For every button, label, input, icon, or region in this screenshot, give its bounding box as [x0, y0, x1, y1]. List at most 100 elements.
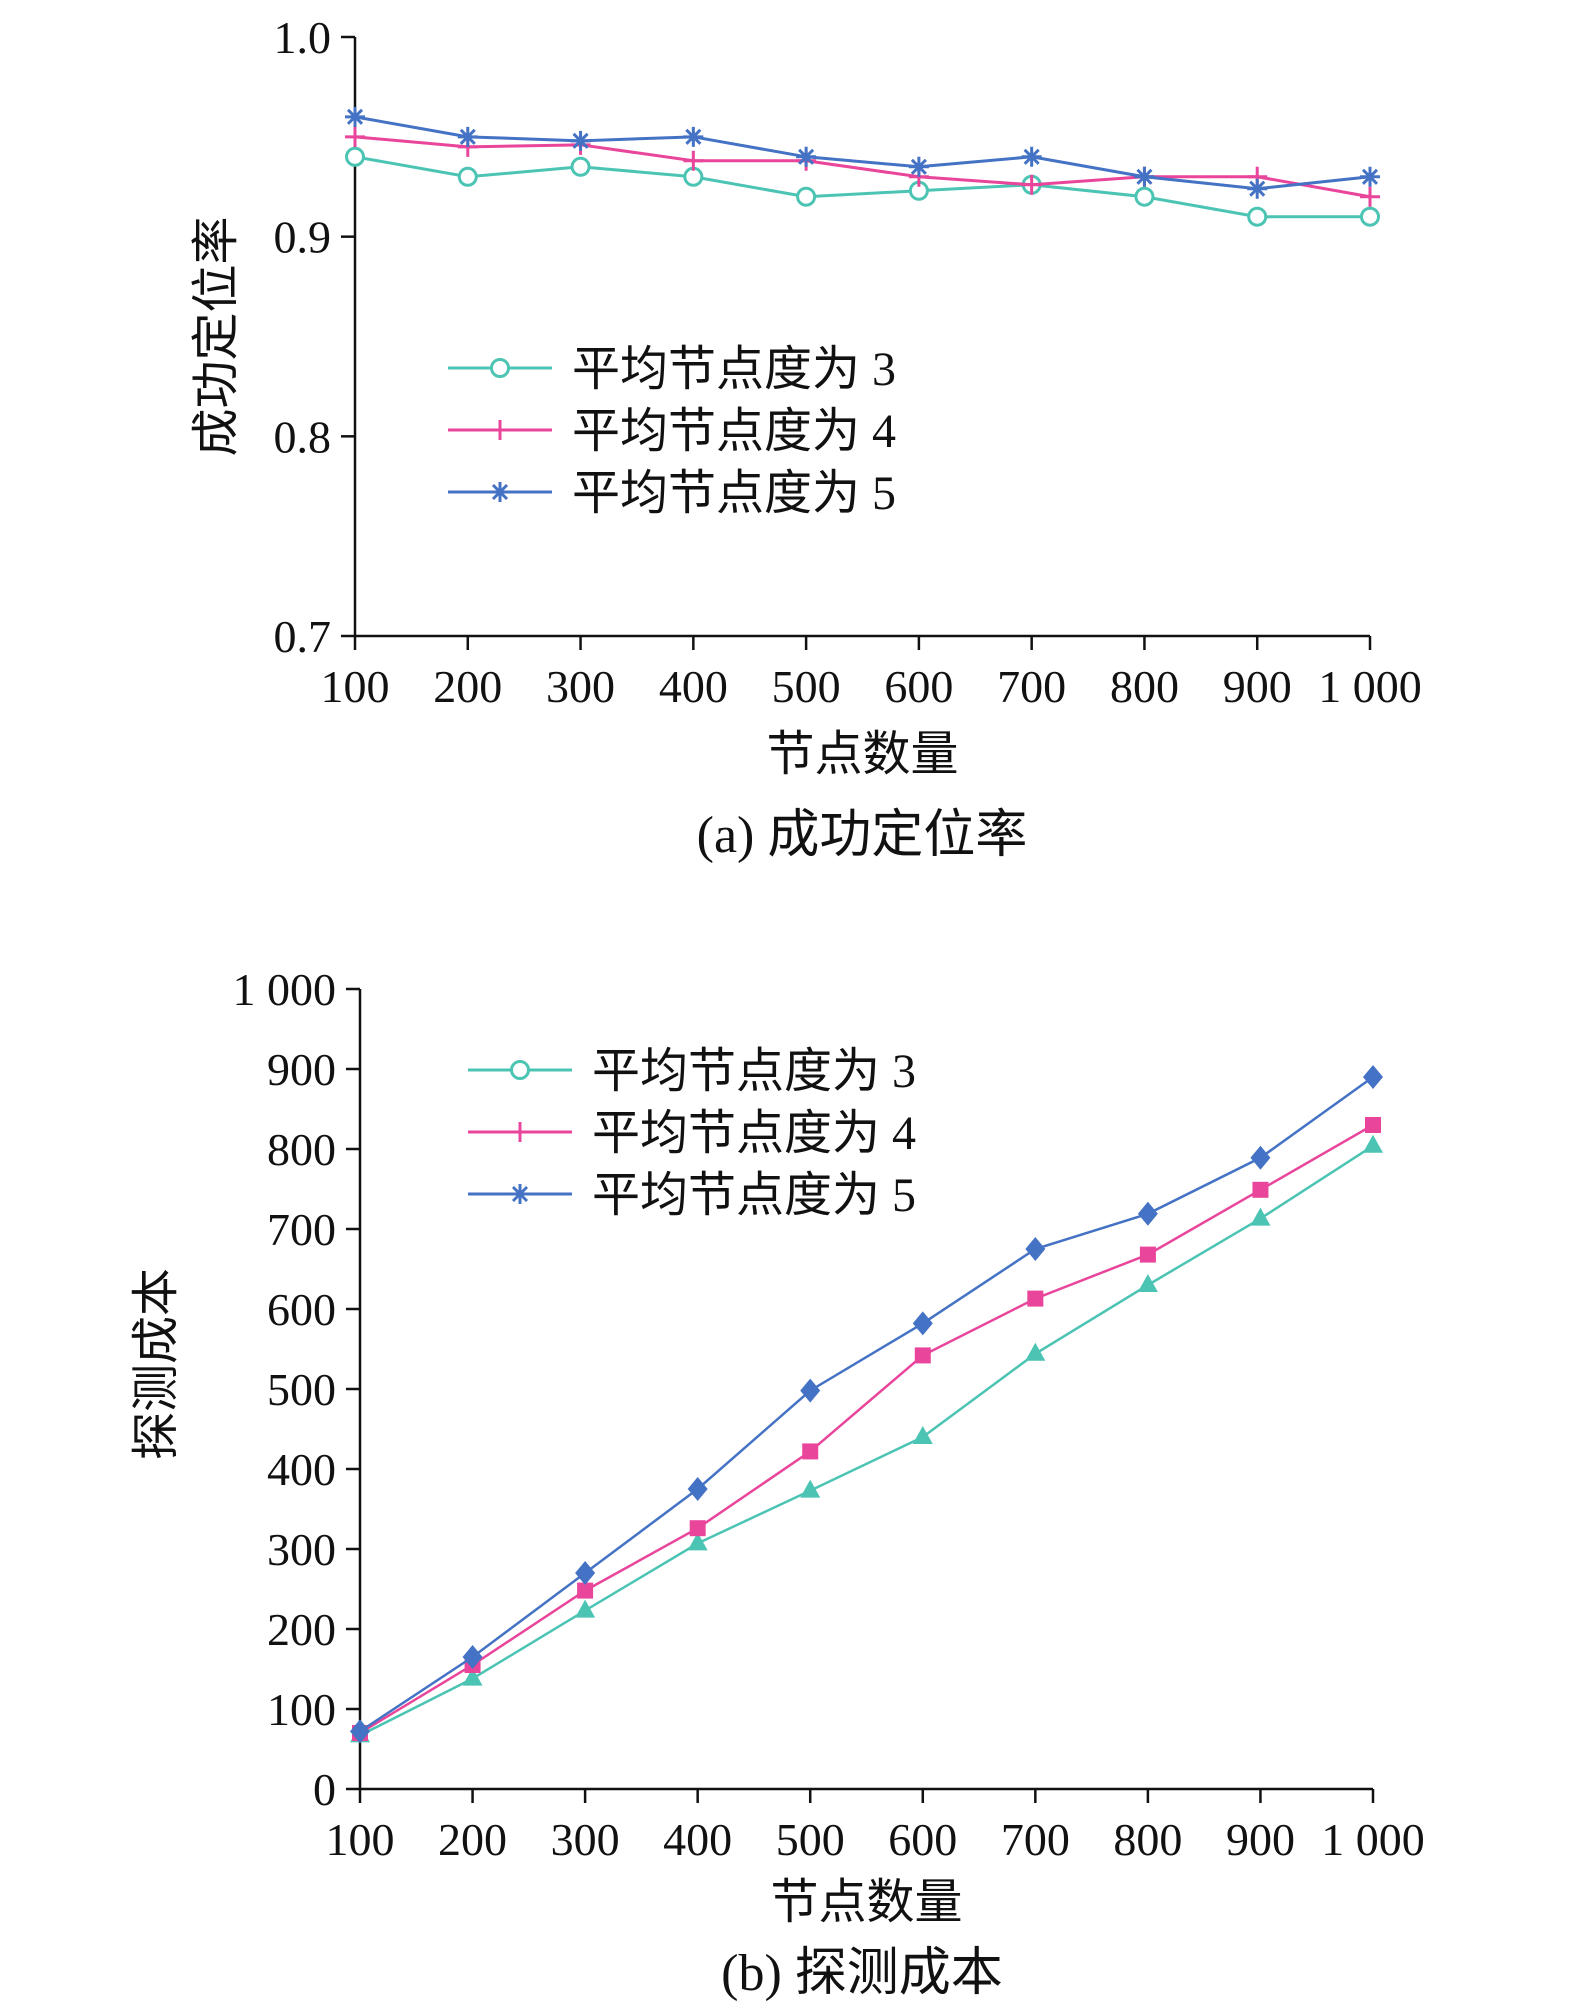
x-tick-label: 500: [772, 661, 841, 712]
series-line-2: [354, 135, 1371, 199]
legend-marker-1: [490, 358, 510, 378]
legend-label-3: 平均节点度为 5: [592, 1169, 916, 1222]
x-tick-label: 400: [663, 1814, 732, 1865]
series-3-point: [1360, 166, 1380, 187]
legend-label-1: 平均节点度为 3: [572, 343, 896, 396]
series-2-point: [1360, 186, 1380, 207]
x-tick-label: 900: [1226, 1814, 1295, 1865]
series-line-3: [359, 1075, 1374, 1733]
y-tick-label: 700: [267, 1204, 336, 1255]
series-1-point: [462, 1667, 483, 1686]
series-2-point: [914, 1347, 931, 1364]
y-tick-label: 0: [313, 1764, 336, 1815]
series-3-point: [345, 106, 365, 127]
series-line-1: [359, 1144, 1374, 1737]
chart-success-rate: 0.7 0.8 0.9 1.0 100 200 300 400 500 600 700 800 900 1…: [190, 12, 1422, 864]
series-1-point: [1025, 1342, 1046, 1361]
series-3-point: [1250, 1145, 1271, 1170]
legend-label-1: 平均节点度为 3: [592, 1045, 916, 1098]
series-2-point: [1027, 1290, 1044, 1307]
series-3-point: [570, 130, 591, 151]
series-2-point: [1139, 1246, 1156, 1263]
y-tick-label: 300: [267, 1524, 336, 1575]
y-tick-label: 0.9: [274, 212, 332, 263]
series-line-2: [359, 1123, 1374, 1735]
series-3-point: [462, 1645, 483, 1669]
series-1-point: [575, 1599, 596, 1618]
series-3-point: [457, 126, 478, 147]
x-tick-label: 300: [546, 661, 615, 712]
series-2-point: [1365, 1117, 1381, 1133]
x-tick-label: 200: [438, 1814, 507, 1865]
legend-marker-3: [510, 1184, 530, 1204]
legend-marker-2: [490, 420, 510, 440]
series-1-point: [570, 156, 591, 177]
series-2-point: [689, 1520, 706, 1537]
x-tick-label: 900: [1223, 661, 1292, 712]
series-2-point: [1021, 174, 1042, 195]
chart-caption: (b) 探测成本: [721, 1945, 1003, 2002]
y-tick-label: 800: [267, 1124, 336, 1175]
y-tick-label: 900: [267, 1044, 336, 1095]
x-axis-label: 节点数量: [770, 1876, 962, 1929]
series-line-1: [354, 155, 1370, 219]
x-tick-label: 600: [884, 661, 953, 712]
y-tick-label: 500: [267, 1364, 336, 1415]
series-1-point: [687, 1532, 708, 1551]
chart-caption: (a) 成功定位率: [697, 807, 1028, 864]
series-2-point: [345, 126, 365, 147]
series-3-point: [683, 126, 704, 147]
series-3-point: [1134, 166, 1155, 187]
series-3-point: [796, 146, 817, 167]
x-tick-label: 800: [1110, 661, 1179, 712]
x-tick-label: 700: [1001, 1814, 1070, 1865]
y-tick-label: 1.0: [274, 12, 332, 63]
y-tick-label: 400: [267, 1444, 336, 1495]
legend-marker-2: [510, 1122, 530, 1142]
series-3-point: [350, 1719, 370, 1744]
legend-label-3: 平均节点度为 5: [572, 467, 896, 520]
series-1-point: [457, 166, 478, 187]
y-tick-label: 200: [267, 1604, 336, 1655]
series-3-point: [575, 1561, 596, 1585]
y-tick-label: 0.8: [274, 411, 332, 462]
series-1-point: [1137, 1274, 1158, 1292]
y-axis-label: 探测成本: [130, 1268, 183, 1460]
legend-marker-3: [490, 482, 510, 502]
series-1-point: [1250, 1207, 1271, 1226]
legend-marker-1: [510, 1060, 530, 1080]
series-1-point: [345, 146, 365, 167]
series-3-point: [687, 1477, 708, 1501]
series-3-point: [800, 1378, 821, 1403]
series-3-point: [908, 156, 929, 177]
y-tick-label: 600: [267, 1284, 336, 1335]
x-tick-label: 400: [659, 661, 728, 712]
series-2-point: [1252, 1181, 1269, 1198]
series-1-point: [796, 186, 817, 207]
y-axis-label: 成功定位率: [190, 216, 243, 456]
x-tick-label: 500: [776, 1814, 845, 1865]
series-3-point: [1021, 146, 1042, 167]
y-tick-label: 100: [267, 1684, 336, 1735]
series-1-point: [912, 1426, 933, 1444]
x-tick-label: 1 000: [1318, 661, 1422, 712]
series-3-point: [1025, 1237, 1046, 1261]
x-tick-label: 100: [321, 661, 390, 712]
x-tick-label: 1 000: [1321, 1814, 1425, 1865]
series-2-point: [802, 1443, 819, 1460]
x-axis-label: 节点数量: [766, 728, 958, 781]
x-tick-label: 200: [433, 661, 502, 712]
series-3-point: [1247, 178, 1268, 199]
series-1-point: [1363, 1134, 1383, 1153]
y-tick-label: 1 000: [233, 964, 337, 1015]
x-tick-label: 300: [551, 1814, 620, 1865]
y-tick-label: 0.7: [274, 611, 332, 662]
series-1-point: [1360, 206, 1380, 227]
series-line-3: [354, 115, 1371, 191]
x-tick-label: 100: [326, 1814, 395, 1865]
x-tick-label: 800: [1113, 1814, 1182, 1865]
x-tick-label: 700: [997, 661, 1066, 712]
series-3-point: [1137, 1201, 1158, 1226]
series-1-point: [683, 166, 704, 187]
